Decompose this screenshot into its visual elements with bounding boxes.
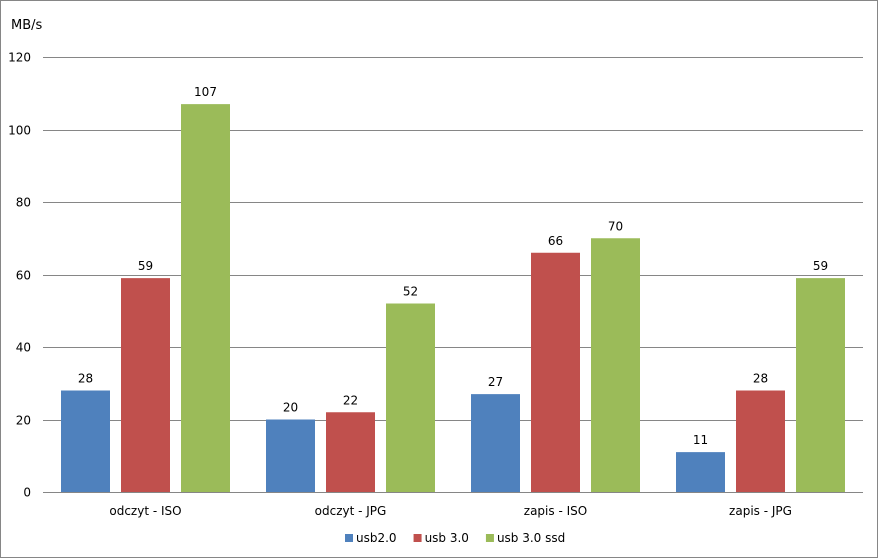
x-tick-label: odczyt - JPG xyxy=(315,504,387,518)
x-axis-ticks: odczyt - ISO odczyt - JPG zapis - ISO zapis… xyxy=(109,504,792,518)
bar-3-1 xyxy=(736,390,785,492)
data-label: 107 xyxy=(194,85,217,99)
legend: usb2.0 usb 3.0 usb 3.0 ssd xyxy=(345,531,565,545)
gridlines xyxy=(43,57,863,493)
legend-label: usb2.0 xyxy=(356,531,397,545)
y-axis-label: MB/s xyxy=(11,18,43,33)
data-label: 66 xyxy=(548,234,563,248)
y-tick-label: 100 xyxy=(8,124,31,138)
data-label: 59 xyxy=(813,259,828,273)
data-label: 27 xyxy=(488,375,503,389)
data-label: 70 xyxy=(608,219,623,233)
data-label: 28 xyxy=(753,372,768,386)
bar-1-0 xyxy=(266,419,315,492)
legend-swatch xyxy=(345,534,353,542)
x-tick-label: zapis - ISO xyxy=(524,504,587,518)
y-tick-label: 80 xyxy=(16,196,31,210)
data-label: 59 xyxy=(138,259,153,273)
y-axis-ticks: 0 20 40 60 80 100 120 xyxy=(8,51,31,500)
y-tick-label: 40 xyxy=(16,341,31,355)
bar-3-0 xyxy=(676,452,725,492)
x-tick-label: zapis - JPG xyxy=(729,504,792,518)
y-tick-label: 120 xyxy=(8,51,31,65)
legend-label: usb 3.0 ssd xyxy=(497,531,565,545)
bar-0-1 xyxy=(121,278,170,492)
y-tick-label: 60 xyxy=(16,269,31,283)
data-label: 22 xyxy=(343,393,358,407)
x-tick-label: odczyt - ISO xyxy=(109,504,181,518)
data-label: 20 xyxy=(283,401,298,415)
legend-swatch xyxy=(413,534,422,542)
bar-1-1 xyxy=(326,412,375,492)
data-label: 28 xyxy=(78,372,93,386)
bar-2-1 xyxy=(531,252,580,492)
bars xyxy=(61,104,845,492)
legend-label: usb 3.0 xyxy=(425,531,469,545)
legend-swatch xyxy=(485,534,494,542)
y-tick-label: 0 xyxy=(23,486,31,500)
bar-0-2 xyxy=(181,104,230,492)
data-label: 11 xyxy=(693,433,708,447)
data-labels: 28 59 107 20 22 52 27 66 70 11 28 59 xyxy=(78,85,828,447)
y-tick-label: 20 xyxy=(16,414,31,428)
bar-0-0 xyxy=(61,390,110,492)
bar-2-0 xyxy=(471,394,520,492)
bar-1-2 xyxy=(386,303,435,492)
data-label: 52 xyxy=(403,285,418,299)
bar-2-2 xyxy=(591,238,640,492)
bar-3-2 xyxy=(796,278,845,492)
